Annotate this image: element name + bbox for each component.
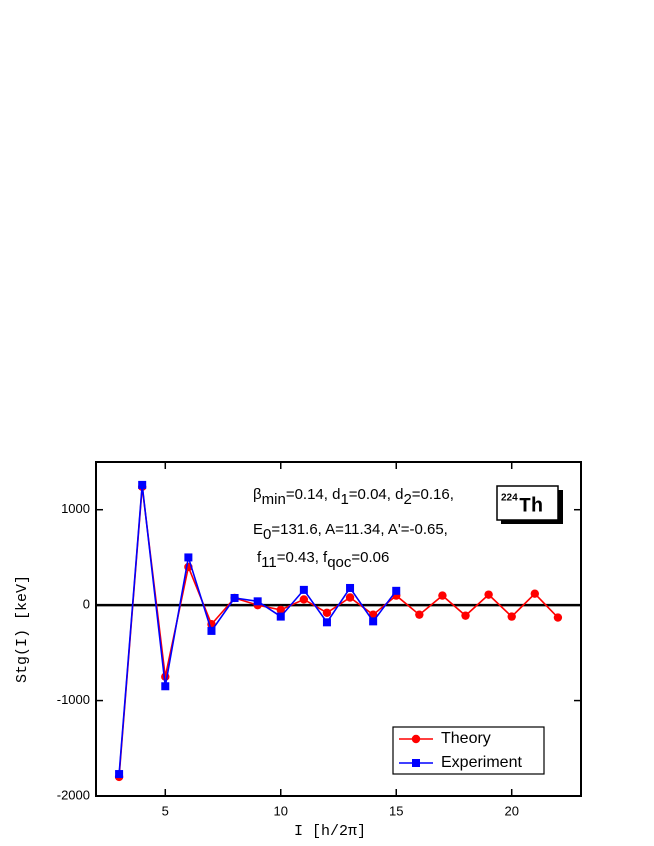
marker [346, 583, 355, 592]
y-tick-label: -1000 [57, 692, 90, 707]
marker [161, 682, 170, 691]
marker [184, 553, 193, 562]
marker [438, 591, 447, 600]
annotation-text: E [253, 521, 263, 538]
x-tick-label: 20 [504, 803, 518, 818]
annotation-subscript: qoc [327, 554, 352, 571]
x-tick-label: 10 [274, 803, 288, 818]
legend-marker [411, 734, 421, 744]
nucleus-mass: 224 [501, 493, 518, 504]
marker [230, 593, 239, 602]
annotation-text: β [253, 486, 262, 503]
annotation-subscript: 1 [340, 491, 348, 508]
marker [484, 590, 493, 599]
marker [553, 613, 563, 622]
marker [392, 586, 401, 595]
marker [299, 585, 308, 594]
marker [207, 626, 216, 635]
annotation-text: =0.43, f [277, 549, 328, 566]
annotation-subscript: 11 [261, 554, 277, 571]
annotation-subscript: 2 [403, 491, 411, 508]
annotation-text: =0.14, d [286, 486, 341, 503]
nucleus-label: 224 Th [496, 485, 563, 524]
marker [322, 618, 331, 627]
marker [368, 610, 378, 619]
y-tick-label: 0 [83, 597, 90, 612]
marker [253, 597, 262, 606]
annotation: E0=131.6, A=11.34, A'=-0.65, [253, 521, 448, 543]
annotation: βmin=0.14, d1=0.04, d2=0.16, [253, 486, 454, 508]
annotation-text: f [257, 549, 262, 566]
y-tick-label: 1000 [61, 501, 90, 516]
x-tick-label: 5 [162, 803, 169, 818]
annotation-text: =0.04, d [349, 486, 404, 503]
annotation: f11=0.43, fqoc=0.06 [257, 549, 389, 571]
marker [138, 480, 147, 489]
annotation-subscript: min [262, 491, 286, 508]
marker [415, 610, 424, 619]
marker [530, 589, 540, 598]
legend-label: Theory [441, 730, 491, 747]
marker [461, 611, 470, 620]
nucleus-box [496, 485, 559, 521]
annotation-text: =0.16, [412, 486, 454, 503]
marker [276, 605, 285, 615]
y-tick-label: -2000 [57, 787, 90, 802]
marker [345, 593, 355, 602]
marker [115, 770, 124, 779]
annotation-subscript: 0 [263, 526, 271, 543]
marker [507, 612, 516, 621]
marker [299, 595, 309, 604]
marker [322, 608, 332, 617]
y-axis-label: Stg(I) [keV] [14, 575, 31, 683]
nucleus-symbol: Th [519, 495, 543, 518]
annotation-text: =131.6, A=11.34, A'=-0.65, [271, 521, 447, 538]
legend-marker [412, 759, 420, 767]
plot-frame [95, 461, 582, 797]
marker [276, 612, 285, 621]
x-axis-label: I [h/2π] [294, 823, 366, 840]
legend-label: Experiment [441, 754, 522, 771]
marker [369, 617, 378, 626]
x-tick-label: 15 [389, 803, 403, 818]
annotation-text: =0.06 [351, 549, 389, 566]
